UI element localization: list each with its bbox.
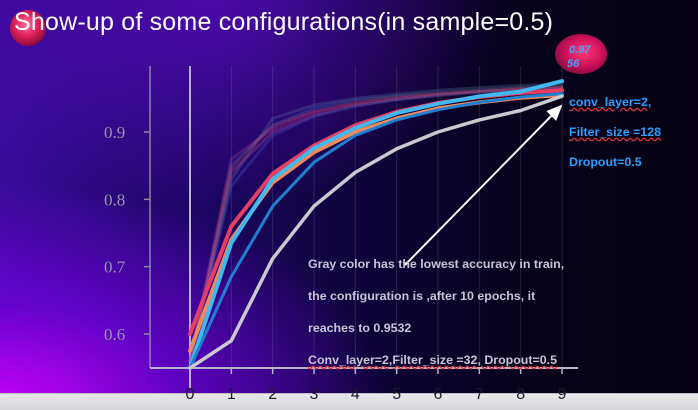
gray-note-line-3: reaches to 0.9532 — [308, 321, 412, 335]
blue-note-line-1: conv_layer=2, — [569, 95, 652, 109]
blue-note-line-3: Dropout=0.5 — [569, 155, 642, 169]
series-line-5 — [188, 85, 564, 363]
gray-note-line-2: the configuration is ,after 10 epochs, i… — [308, 289, 536, 303]
series-line-3 — [188, 86, 564, 363]
gray-note-line-1: Gray color has the lowest accuracy in tr… — [308, 257, 565, 271]
y-tick-label: 0.9 — [104, 123, 125, 142]
bottom-scroll-bar[interactable] — [0, 393, 698, 410]
y-tick-labels: 0.6 0.7 0.8 0.9 — [104, 123, 126, 344]
blue-note-line-2: Filter_size =128 — [569, 125, 661, 139]
peak-highlight-marker — [555, 34, 607, 74]
y-tick-label: 0.6 — [104, 325, 125, 344]
series-line-0 — [188, 84, 564, 363]
chart-grid — [230, 66, 563, 368]
gray-series-annotation: Gray color has the lowest accuracy in tr… — [308, 240, 608, 384]
decorative-orb-left — [10, 10, 46, 46]
series-line-9 — [188, 92, 564, 370]
series-line-1 — [188, 86, 564, 363]
annotation-arrow — [404, 104, 563, 266]
series-line-10 — [188, 94, 564, 370]
chart-series — [188, 79, 564, 370]
gray-note-line-4: Conv_layer=2,Filter_size =32, Dropout=0.… — [308, 353, 557, 367]
series-line-2 — [188, 82, 564, 363]
series-line-8 — [188, 79, 564, 370]
series-line-4 — [188, 87, 564, 363]
peak-value-label-bottom: 56 — [567, 58, 580, 70]
y-tick-label: 0.8 — [104, 190, 125, 209]
y-tick-label: 0.7 — [104, 258, 126, 277]
peak-value-label-top: 0.97 — [569, 44, 591, 56]
slide-title: Show-up of some configurations(in sample… — [14, 8, 554, 36]
blue-series-annotation: conv_layer=2, Filter_size =128 Dropout=0… — [569, 80, 661, 185]
